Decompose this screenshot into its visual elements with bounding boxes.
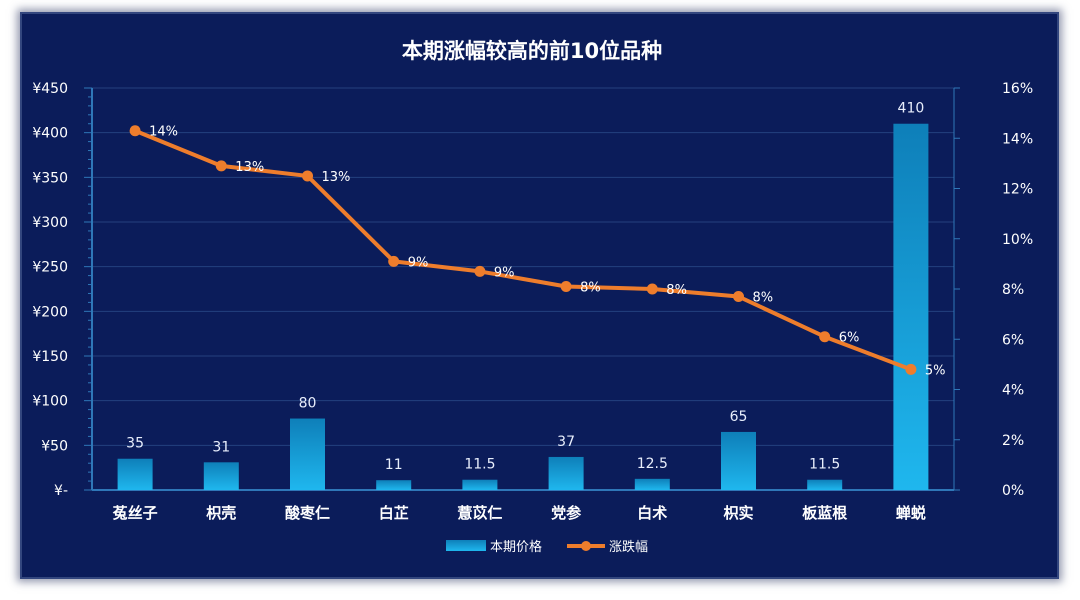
line-value-label: 13%	[235, 160, 264, 175]
bar-value-label: 11.5	[809, 457, 840, 473]
bar	[721, 431, 756, 490]
line-value-label: 8%	[753, 291, 774, 306]
line-value-label: 9%	[494, 265, 515, 280]
y-right-tick-label: 10%	[1002, 232, 1033, 248]
y-right-tick-label: 12%	[1002, 182, 1033, 198]
line-value-label: 6%	[839, 331, 860, 346]
bar-value-label: 37	[557, 434, 575, 450]
bar	[290, 418, 325, 490]
bar-value-label: 410	[898, 101, 925, 117]
bar	[548, 456, 584, 490]
legend: 本期价格 涨跌幅	[446, 539, 648, 555]
legend-bar-label: 本期价格	[490, 539, 542, 555]
line-value-label: 13%	[322, 170, 351, 185]
x-category-label: 枳壳	[206, 504, 236, 522]
bar-value-label: 35	[126, 436, 144, 452]
y-left-tick-label: ¥200	[32, 304, 68, 320]
line-path	[134, 128, 912, 372]
line-value-label: 5%	[925, 363, 946, 378]
line-point	[646, 283, 658, 295]
legend-bar-swatch	[446, 540, 486, 551]
y-right-tick-label: 8%	[1002, 282, 1024, 298]
x-category-label: 白术	[637, 504, 667, 522]
y-left-tick-label: ¥400	[32, 126, 68, 142]
y-left-tick-label: ¥350	[32, 170, 68, 186]
bar-value-label: 31	[212, 439, 230, 455]
x-category-label: 枳实	[723, 504, 753, 522]
y-left-tick-label: ¥-	[54, 483, 68, 499]
line-value-label: 9%	[408, 255, 429, 270]
line-point	[302, 170, 313, 182]
y-left-tick-label: ¥300	[32, 215, 68, 231]
bar	[462, 479, 498, 490]
bar	[203, 462, 239, 490]
y-left-tick-label: ¥50	[41, 438, 68, 454]
bar	[117, 458, 153, 490]
bar	[893, 123, 929, 490]
line-point	[905, 363, 917, 375]
bar-value-label: 11.5	[464, 457, 495, 473]
x-category-label: 薏苡仁	[457, 504, 502, 522]
line-value-label: 8%	[580, 280, 601, 295]
line-point	[474, 265, 486, 277]
line-value-label: 8%	[666, 283, 687, 298]
y-left-tick-label: ¥450	[32, 81, 68, 97]
y-right-tick-label: 6%	[1002, 332, 1024, 348]
bar	[634, 478, 670, 490]
bar-value-label: 11	[385, 457, 403, 473]
gridlines	[92, 87, 954, 446]
y-right-tick-label: 16%	[1002, 81, 1033, 97]
chart-title: 本期涨幅较高的前10位品种	[402, 39, 662, 63]
line-series	[129, 125, 917, 375]
line-point	[819, 331, 831, 343]
y-right-tick-label: 2%	[1002, 433, 1024, 449]
combo-chart: 本期涨幅较高的前10位品种 ¥-¥50¥100¥150¥200¥250¥300¥…	[32, 39, 1033, 555]
line-point	[388, 255, 400, 267]
line-point	[215, 160, 227, 172]
axes: ¥- ¥50 ¥100 ¥150 ¥200 ¥250 ¥300 ¥350 ¥400 ¥450 0% 2…	[32, 81, 1033, 522]
x-category-label: 板蓝根	[802, 504, 847, 522]
bar-value-label: 12.5	[637, 456, 668, 472]
data-labels: 35 31 80 11 11.5 37 12.5 65 11.5 410 14% 13% 13% 9% 9%…	[126, 101, 945, 473]
x-category-label: 白芷	[379, 504, 409, 522]
x-category-label: 党参	[551, 504, 582, 522]
y-left-tick-label: ¥100	[32, 394, 68, 410]
x-category-label: 酸枣仁	[285, 504, 330, 522]
bar	[376, 480, 412, 490]
x-category-label: 蝉蜕	[896, 504, 926, 522]
line-point	[733, 291, 744, 303]
legend-line-label: 涨跌幅	[609, 539, 648, 555]
bar-value-label: 80	[299, 396, 317, 412]
y-left-tick-label: ¥250	[32, 260, 68, 276]
line-value-label: 14%	[149, 125, 178, 140]
bar	[807, 479, 843, 490]
y-left-tick-label: ¥150	[32, 349, 68, 365]
y-right-tick-label: 0%	[1002, 483, 1024, 499]
chart-panel: 本期涨幅较高的前10位品种 ¥- ¥50 ¥100 ¥150 ¥200 ¥250 ¥300 ¥…	[20, 12, 1059, 579]
line-point	[560, 280, 572, 292]
y-right-tick-label: 14%	[1002, 131, 1033, 147]
line-point	[129, 125, 141, 137]
x-category-label: 菟丝子	[113, 504, 158, 522]
legend-line-marker	[581, 541, 591, 551]
y-right-tick-label: 4%	[1002, 383, 1024, 399]
bar-series	[117, 123, 929, 490]
bar-value-label: 65	[730, 409, 748, 425]
